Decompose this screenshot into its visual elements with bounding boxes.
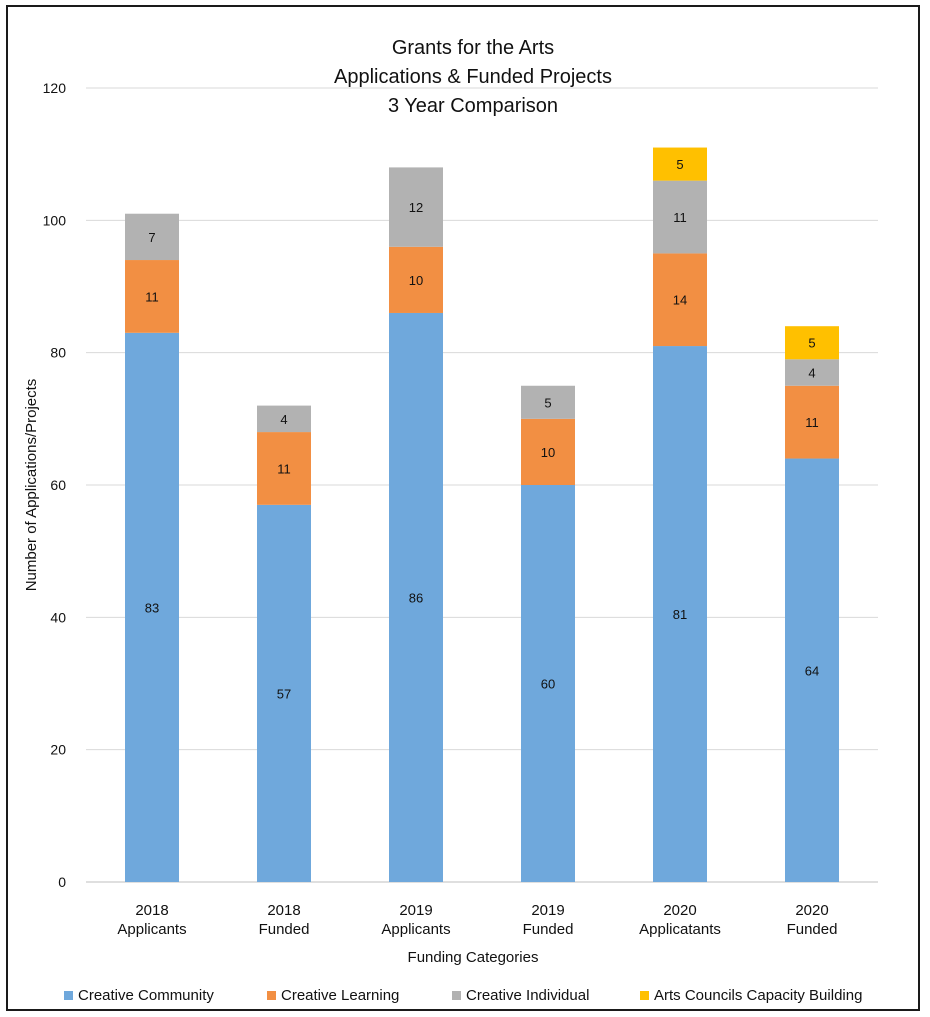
- legend-label: Arts Councils Capacity Building: [654, 987, 862, 1004]
- legend: Creative Community Creative Learning Creat…: [64, 987, 862, 1004]
- bar-segment: [257, 504, 311, 882]
- data-label: 10: [541, 445, 555, 460]
- bar-segment: [389, 246, 443, 313]
- data-label: 12: [409, 200, 423, 215]
- bar-segment: [653, 346, 707, 882]
- data-label: 5: [808, 336, 815, 351]
- legend-swatch: [640, 991, 649, 1000]
- bar-segment: [125, 213, 179, 261]
- y-axis-ticks: 0 20 40 60 80 100 120: [43, 80, 67, 890]
- data-label: 10: [409, 273, 423, 288]
- y-tick-label: 60: [50, 477, 66, 493]
- legend-label: Creative Individual: [466, 987, 589, 1004]
- legend-label: Creative Learning: [281, 987, 399, 1004]
- bar-segment: [125, 260, 179, 333]
- chart-title-line: Grants for the Arts: [392, 37, 554, 59]
- bars: 83 11 7 57 11 4 86 10 12 60 10 5 81 14 11 5 64 11 4 5: [125, 147, 839, 883]
- bar-segment: [521, 485, 575, 882]
- x-tick-label: 2019: [399, 902, 432, 919]
- x-tick-label: Funded: [523, 921, 574, 938]
- x-tick-label: Applicants: [381, 921, 450, 938]
- data-label: 60: [541, 677, 555, 692]
- chart-title-line: Applications & Funded Projects: [334, 66, 612, 88]
- gridlines: [86, 87, 878, 883]
- data-label: 11: [805, 415, 819, 430]
- data-label: 11: [277, 461, 291, 476]
- data-label: 64: [805, 663, 819, 678]
- y-tick-label: 20: [50, 742, 66, 758]
- x-tick-label: 2020: [663, 902, 696, 919]
- y-tick-label: 40: [50, 609, 66, 625]
- bar-segment: [785, 458, 839, 882]
- data-label: 86: [409, 590, 423, 605]
- x-axis-labels: 2018 Applicants 2018 Funded 2019 Applicants 20…: [117, 902, 837, 938]
- bar-segment: [785, 385, 839, 459]
- data-label: 4: [280, 412, 287, 427]
- x-tick-label: 2018: [267, 902, 300, 919]
- y-tick-label: 120: [43, 80, 67, 96]
- bar-segment: [521, 385, 575, 419]
- bar-segment: [257, 405, 311, 433]
- bar-segment: [389, 312, 443, 882]
- x-tick-label: 2018: [135, 902, 168, 919]
- data-label: 4: [808, 366, 815, 381]
- data-label: 11: [673, 210, 687, 225]
- x-axis-title: Funding Categories: [408, 949, 539, 966]
- x-tick-label: Funded: [259, 921, 310, 938]
- data-label: 81: [673, 607, 687, 622]
- x-tick-label: Applicatants: [639, 921, 721, 938]
- data-label: 7: [148, 230, 155, 245]
- bar-segment: [653, 180, 707, 254]
- bar-segment: [785, 326, 839, 360]
- y-tick-label: 0: [58, 874, 66, 890]
- chart-title: Grants for the Arts Applications & Funde…: [334, 37, 612, 117]
- bar-segment: [125, 332, 179, 883]
- bar-segment: [389, 167, 443, 247]
- chart-title-line: 3 Year Comparison: [388, 95, 558, 117]
- data-label: 83: [145, 600, 159, 615]
- x-tick-label: Applicants: [117, 921, 186, 938]
- legend-swatch: [267, 991, 276, 1000]
- data-label: 11: [145, 289, 159, 304]
- data-label: 14: [673, 293, 687, 308]
- bar-segment: [521, 418, 575, 485]
- legend-swatch: [452, 991, 461, 1000]
- x-tick-label: 2020: [795, 902, 828, 919]
- bar-segment: [653, 147, 707, 181]
- bar-segment: [785, 359, 839, 386]
- legend-label: Creative Community: [78, 987, 214, 1004]
- bar-segment: [653, 253, 707, 347]
- y-axis-title: Number of Applications/Projects: [23, 379, 40, 592]
- data-label: 5: [676, 157, 683, 172]
- legend-swatch: [64, 991, 73, 1000]
- y-tick-label: 100: [43, 212, 67, 228]
- data-label: 5: [544, 395, 551, 410]
- bar-segment: [257, 432, 311, 505]
- x-tick-label: 2019: [531, 902, 564, 919]
- y-tick-label: 80: [50, 345, 66, 361]
- x-tick-label: Funded: [787, 921, 838, 938]
- data-label: 57: [277, 686, 291, 701]
